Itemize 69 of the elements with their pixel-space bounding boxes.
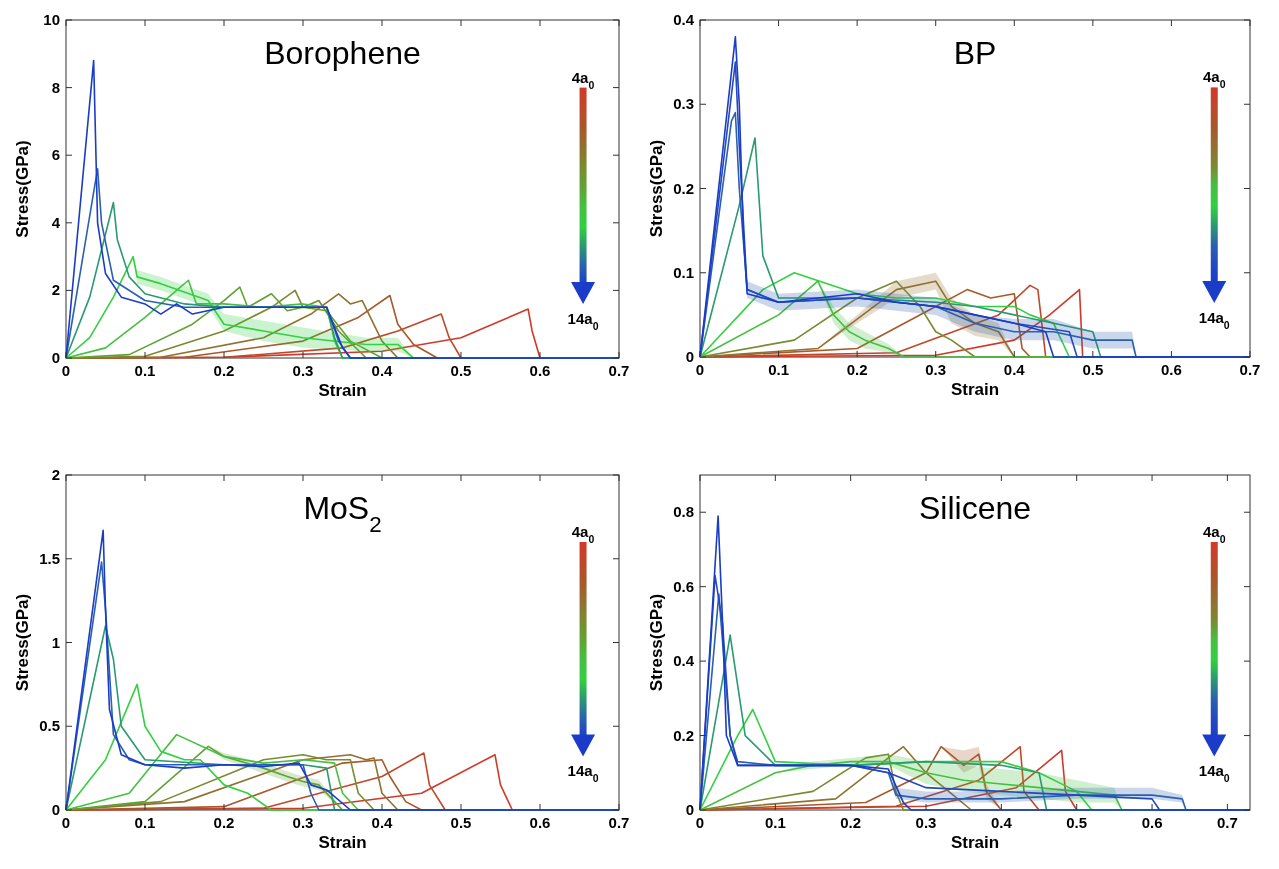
text: Silicene	[918, 489, 1032, 526]
x-tick-label: 0.3	[915, 814, 937, 831]
x-tick-label: 0.2	[213, 362, 235, 379]
x-axis-title: Strain	[318, 381, 367, 400]
annotation: 14a$_{0}$	[1198, 762, 1230, 785]
x-tick-label: 0.1	[768, 361, 789, 378]
x-tick-label: 0.3	[292, 362, 314, 379]
x-tick-label: 0.2	[840, 814, 862, 831]
y-tick-label: 6	[51, 146, 60, 164]
y-tick-label: 10	[43, 11, 60, 28]
y-tick-label: 0.6	[673, 577, 694, 595]
x-tick-label: 0.5	[1082, 361, 1104, 378]
x-tick-label: 0.2	[846, 361, 868, 378]
x-tick-label: 0.3	[292, 814, 314, 831]
annotation: 14a$_{0}$	[567, 309, 599, 332]
x-tick-label: 0.4	[371, 814, 394, 831]
y-tick-label: 0.2	[673, 179, 694, 197]
x-tick-label: 0.1	[134, 814, 156, 831]
annotation: 4a$_{0}$	[1202, 68, 1226, 91]
x-tick-label: 0.7	[608, 814, 630, 831]
y-tick-label: 0.5	[39, 717, 60, 735]
y-tick-label: 1.5	[39, 549, 60, 567]
y-tick-label: 8	[51, 78, 60, 96]
y-tick-label: 0.1	[673, 263, 694, 281]
x-tick-label: 0.5	[450, 362, 472, 379]
text: MoS$_{2}$	[303, 489, 382, 537]
x-tick-label: 0.2	[213, 814, 235, 831]
x-tick-label: 0.6	[529, 362, 551, 379]
y-axis-title: Stress(GPa)	[13, 140, 32, 238]
x-tick-label: 0.4	[1003, 361, 1026, 378]
x-tick-label: 0.4	[371, 362, 394, 379]
x-axis-title: Strain	[950, 833, 1000, 852]
x-tick-label: 0.1	[764, 814, 786, 831]
y-tick-label: 0.3	[673, 95, 694, 113]
x-tick-label: 0.7	[608, 362, 630, 379]
x-axis-title: Strain	[950, 380, 1000, 399]
y-tick-label: 2	[51, 281, 60, 299]
y-tick-label: 0	[51, 349, 60, 366]
text: Borophene	[264, 34, 421, 71]
x-tick-label: 0.5	[450, 814, 472, 831]
x-tick-label: 0.5	[1066, 814, 1088, 831]
y-tick-label: 0	[685, 348, 694, 365]
x-tick-label: 0.7	[1216, 814, 1238, 831]
y-axis-title: Stress(GPa)	[647, 593, 666, 692]
x-tick-label: 0.6	[1141, 814, 1163, 831]
annotation: 14a$_{0}$	[567, 762, 599, 785]
y-tick-label: 0	[685, 801, 694, 818]
y-tick-label: 1	[51, 633, 60, 651]
y-tick-label: 0.8	[673, 503, 694, 521]
text: BP	[953, 34, 997, 71]
y-tick-label: 4	[51, 213, 61, 231]
y-axis-title: Stress(GPa)	[13, 593, 32, 692]
y-tick-label: 2	[51, 466, 60, 483]
annotation: 14a$_{0}$	[1198, 309, 1230, 332]
annotation: 4a$_{0}$	[1202, 523, 1226, 545]
x-tick-label: 0.6	[529, 814, 551, 831]
x-tick-label: 0.6	[1161, 361, 1182, 378]
x-tick-label: 0.4	[990, 814, 1013, 831]
x-tick-label: 0.7	[1239, 361, 1261, 378]
x-tick-label: 0.1	[134, 362, 156, 379]
x-tick-label: 0.3	[925, 361, 947, 378]
y-tick-label: 0.2	[673, 726, 694, 744]
y-axis-title: Stress(GPa)	[647, 139, 666, 238]
y-tick-label: 0.4	[673, 652, 695, 670]
y-tick-label: 0	[51, 801, 60, 818]
x-axis-title: Strain	[318, 833, 367, 852]
annotation: 4a$_{0}$	[571, 523, 595, 545]
annotation: 4a$_{0}$	[571, 68, 595, 91]
y-tick-label: 0.4	[673, 11, 695, 28]
